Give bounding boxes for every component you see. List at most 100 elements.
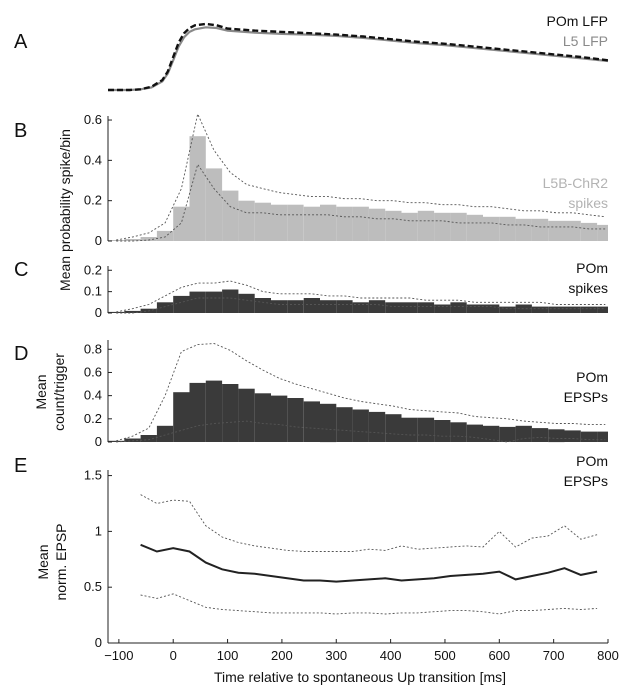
l5-lfp-line	[108, 26, 609, 92]
panel-c-bar	[352, 302, 369, 313]
panel-b-bar	[173, 206, 190, 241]
panel-c-bar	[531, 306, 549, 313]
panel-e-y-tick-label: 1	[95, 523, 102, 538]
panel-c-bar	[564, 306, 581, 313]
pom-lfp-line	[108, 22, 609, 92]
legend-pom-d: POm	[576, 369, 608, 385]
panel-b-bar	[483, 216, 500, 241]
panel-b-bar	[189, 136, 206, 241]
panel-c-bar	[271, 300, 288, 313]
x-tick-label: 500	[434, 648, 456, 663]
panel-d-bar	[564, 430, 581, 442]
panel-a-plot	[108, 22, 609, 92]
x-tick-label: 200	[271, 648, 293, 663]
panel-d-bar	[483, 425, 500, 442]
panel-d-bar	[352, 409, 369, 442]
panel-c-bar	[499, 306, 516, 313]
panel-d-bar	[222, 384, 239, 442]
panel-b-bar	[580, 222, 598, 241]
panel-b-bar	[597, 224, 608, 241]
panel-c-bar	[450, 302, 467, 313]
panel-c-bar	[124, 310, 141, 313]
panel-d-bar	[434, 420, 451, 442]
panel-e-label: E	[14, 455, 27, 477]
panel-d-bar	[287, 398, 304, 442]
panel-d-bar	[108, 440, 125, 442]
panel-c-bar	[580, 306, 598, 313]
legend-pom-e: POm	[576, 453, 608, 469]
panel-d-bar	[466, 424, 483, 442]
panel-b-y-tick-label: 0.4	[84, 152, 102, 167]
panel-c-bar	[205, 291, 223, 313]
panel-e-y-tick-label: 1.5	[84, 468, 102, 483]
panel-b-y-tick-label: 0.2	[84, 193, 102, 208]
panel-d-ylabel-line1: Mean	[33, 374, 49, 409]
panel-b-bar	[205, 168, 223, 241]
panel-c-bar	[303, 298, 320, 313]
panel-b-bar	[434, 212, 451, 241]
panel-d-bar	[548, 429, 565, 443]
panel-c-bar	[483, 304, 500, 313]
panel-c-bar	[368, 300, 386, 313]
panel-b-lower-bound-line	[116, 163, 606, 242]
panel-c-bar	[548, 306, 565, 313]
panel-c-y-tick-label: 0.2	[84, 262, 102, 277]
panel-c-bar	[238, 293, 255, 313]
panel-d-bar	[140, 435, 157, 442]
panel-b-bar	[124, 239, 141, 241]
panel-c-bar	[401, 302, 418, 313]
legend-pom-lfp: POm LFP	[547, 13, 608, 29]
legend-spikes-b: spikes	[568, 195, 608, 211]
panel-b-bar	[108, 240, 125, 241]
panel-b-bar	[450, 212, 467, 241]
panel-c-label: C	[14, 259, 28, 281]
panel-b-bar	[548, 220, 565, 241]
panel-d-bar	[238, 388, 255, 442]
panel-d-y-tick-label: 0.2	[84, 411, 102, 426]
panel-b-bar	[417, 210, 435, 241]
panel-c-bar	[434, 304, 451, 313]
panel-c: C POm spikes 0 0.1 0.2	[14, 259, 608, 320]
x-tick-label: −100	[104, 648, 133, 663]
panel-d-bar	[515, 425, 532, 442]
panel-d-y-tick-label: 0	[95, 434, 102, 449]
panel-b-plot: 0 0.2 0.4 0.6	[84, 112, 608, 248]
panel-c-bar	[189, 291, 206, 313]
panel-d-bar	[531, 428, 549, 442]
legend-epsps-d: EPSPs	[564, 389, 608, 405]
panel-b-bar	[385, 210, 402, 241]
x-tick-label: 300	[325, 648, 347, 663]
panel-d-y-tick-label: 0.4	[84, 388, 102, 403]
panel-b-y-tick-label: 0.6	[84, 112, 102, 127]
panel-d-bar	[173, 392, 190, 442]
panel-c-bar	[173, 295, 190, 313]
x-tick-label: 700	[543, 648, 565, 663]
panel-c-bar	[156, 302, 174, 313]
panel-a-label: A	[14, 31, 28, 53]
panel-b-bar	[238, 200, 255, 241]
panel-c-upper-bound-line	[116, 280, 606, 313]
panel-d-bar	[401, 417, 418, 442]
x-axis: −100 0 100 200 300 400 500 600 700 800	[104, 639, 619, 663]
panel-d: D POm EPSPs Mean count/trigger 0 0.2 0.4 0.…	[14, 340, 608, 449]
x-tick-label: 400	[380, 648, 402, 663]
x-tick-label: 800	[597, 648, 619, 663]
x-tick-label: 0	[170, 648, 177, 663]
panel-d-bar	[124, 438, 141, 442]
panel-d-y-tick-label: 0.6	[84, 364, 102, 379]
panel-d-bar	[336, 407, 353, 442]
panel-e-ylabel-line2: norm. EPSP	[53, 523, 69, 600]
panel-c-bar	[417, 302, 435, 313]
panel-c-y-tick-label: 0.1	[84, 284, 102, 299]
panel-c-bar	[515, 304, 532, 313]
panel-d-bar	[303, 401, 320, 442]
panel-e-upper-bound-line	[140, 494, 598, 552]
panel-d-bar	[368, 411, 386, 442]
panel-b-bar	[320, 204, 337, 241]
panel-e-y-tick-label: 0.5	[84, 579, 102, 594]
panel-d-ylabel-line2: count/trigger	[51, 353, 67, 431]
panel-c-bar	[287, 300, 304, 313]
panel-d-bar	[385, 414, 402, 442]
legend-l5-lfp: L5 LFP	[563, 33, 608, 49]
